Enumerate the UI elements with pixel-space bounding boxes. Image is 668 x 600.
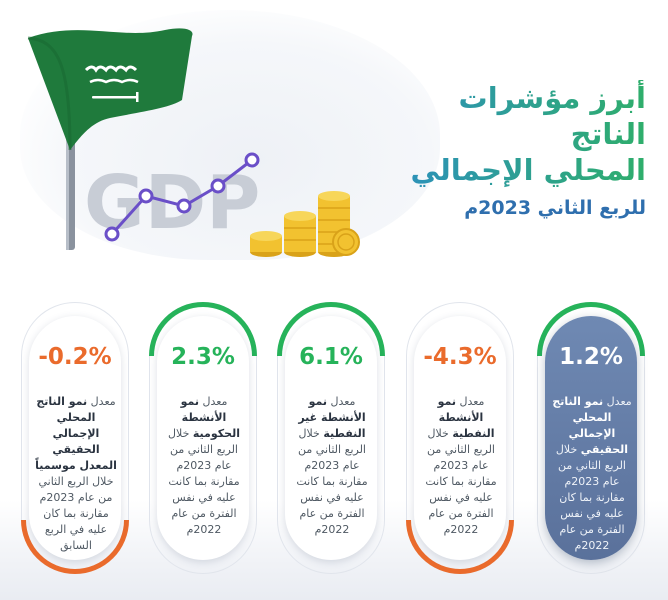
coin-stacks-icon	[250, 191, 360, 257]
page-title-line-2: المحلي الإجمالي	[386, 152, 646, 188]
hero-illustration: GDP	[27, 28, 360, 257]
title-block: أبرز مؤشرات الناتج المحلي الإجمالي للربع…	[386, 80, 646, 222]
indicator-value: 1.2%	[559, 344, 623, 370]
indicator-value: 6.1%	[299, 344, 363, 370]
indicator-description: معدل نمو الناتج المحلي الإجمالي الحقيقي …	[552, 395, 632, 552]
indicator-description: معدل نمو الأنشطة الحكومية خلال الربع الث…	[168, 395, 240, 536]
page-subtitle: للربع الثاني 2023م	[464, 197, 646, 219]
indicator-card-seasonal: -0.2% معدل نمو الناتج المحلي الإجمالي ال…	[21, 302, 129, 574]
indicator-value: -0.2%	[38, 344, 112, 370]
indicator-description: معدل نمو الأنشطة غير النفطية خلال الربع …	[296, 395, 368, 536]
indicator-card-oil: -4.3% معدل نمو الأنشطة النفطية خلال الرب…	[406, 302, 514, 574]
trend-line-icon	[104, 152, 260, 242]
indicator-card-government: 2.3% معدل نمو الأنشطة الحكومية خلال الرب…	[149, 302, 257, 574]
indicator-card-real-gdp: 1.2% معدل نمو الناتج المحلي الإجمالي الح…	[537, 302, 645, 574]
indicator-value: 2.3%	[171, 344, 235, 370]
indicator-card-non-oil: 6.1% معدل نمو الأنشطة غير النفطية خلال ا…	[277, 302, 385, 574]
indicator-value: -4.3%	[423, 344, 497, 370]
page-title-line-1: أبرز مؤشرات الناتج	[386, 80, 646, 152]
flag-emblem-icon	[84, 65, 139, 102]
indicator-description: معدل نمو الناتج المحلي الإجمالي الحقيقي …	[35, 395, 117, 552]
indicator-description: معدل نمو الأنشطة النفطية خلال الربع الثا…	[425, 395, 497, 536]
